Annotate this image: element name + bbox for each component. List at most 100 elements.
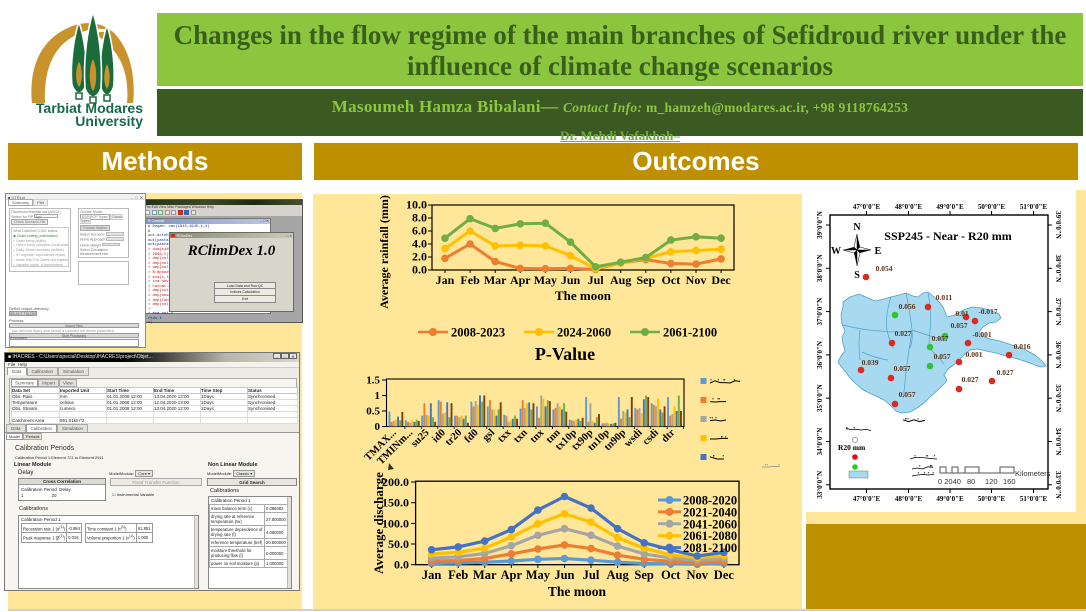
svg-text:34°0'0"N: 34°0'0"N [1054,428,1062,456]
svg-text:80: 80 [967,477,975,486]
svg-text:dtr: dtr [660,427,678,445]
svg-text:100.0: 100.0 [382,516,409,530]
svg-text:4.0: 4.0 [412,237,427,251]
svg-text:Mar: Mar [473,568,497,582]
svg-text:50°0'0"E: 50°0'0"E [978,495,1006,503]
svg-text:csdi: csdi [641,427,661,447]
svg-text:33°0'0"N: 33°0'0"N [816,471,824,499]
svg-text:Jul: Jul [583,568,600,582]
svg-text:Average discharge: Average discharge [371,472,386,574]
svg-text:E: E [875,246,882,257]
svg-text:0.027: 0.027 [997,368,1014,377]
svg-text:2041-2060: 2041-2060 [683,517,737,531]
svg-text:Jun: Jun [561,273,581,287]
svg-text:49°0'0"E: 49°0'0"E [936,495,964,503]
svg-text:fd0: fd0 [463,427,481,445]
svg-text:0.039: 0.039 [862,358,879,367]
svg-text:Mar: Mar [484,273,507,287]
svg-text:50°0'0"E: 50°0'0"E [978,203,1006,211]
svg-text:0.027: 0.027 [962,375,979,384]
svg-text:0.057: 0.057 [934,352,951,361]
svg-text:2008-2020: 2008-2020 [683,494,737,508]
svg-text:0.016: 0.016 [1014,342,1031,351]
svg-text:May: May [526,568,551,582]
svg-text:0.027: 0.027 [895,329,912,338]
svg-text:Dec: Dec [711,273,731,287]
svg-text:-0.017: -0.017 [978,307,998,316]
svg-text:200.0: 200.0 [382,475,409,489]
svg-text:R20 mm: R20 mm [838,443,866,452]
svg-text:0.0: 0.0 [412,263,427,277]
svg-text:0.001: 0.001 [966,350,983,359]
svg-text:0.057: 0.057 [899,390,916,399]
svg-text:37°0'0"N: 37°0'0"N [1054,298,1062,326]
svg-text:Average rainfall (mm): Average rainfall (mm) [377,195,391,309]
svg-text:N: N [853,222,861,233]
svg-text:35°0'0"N: 35°0'0"N [816,384,824,412]
svg-text:txn: txn [512,427,530,445]
svg-text:0.0: 0.0 [394,558,409,572]
svg-text:39°0'0"N: 39°0'0"N [1054,211,1062,239]
svg-text:txx: txx [496,427,514,445]
svg-text:0: 0 [375,421,381,433]
svg-text:51°0'0"E: 51°0'0"E [1020,495,1048,503]
svg-text:39°0'0"N: 39°0'0"N [816,211,824,239]
svg-text:10.0: 10.0 [406,198,427,212]
svg-text:37°0'0"N: 37°0'0"N [816,298,824,326]
svg-text:Feb: Feb [448,568,468,582]
svg-text:gsl: gsl [481,427,498,444]
svg-text:2061-2100: 2061-2100 [663,326,717,340]
svg-text:Tarbiat Modares: Tarbiat Modares [36,100,143,116]
svg-text:1: 1 [375,390,381,402]
svg-text:Apr: Apr [501,568,523,582]
svg-text:The moon: The moon [555,288,612,303]
svg-text:49°0'0"E: 49°0'0"E [936,203,964,211]
svg-text:Nov: Nov [686,273,707,287]
svg-text:Aug: Aug [606,568,629,582]
svg-text:47°0'0"E: 47°0'0"E [853,495,881,503]
svg-text:May: May [534,273,557,287]
svg-text:0.054: 0.054 [876,264,893,273]
svg-text:38°0'0"N: 38°0'0"N [816,254,824,282]
svg-text:2.0: 2.0 [412,250,427,264]
svg-text:Jul: Jul [588,273,605,287]
svg-text:Jan: Jan [436,273,455,287]
svg-text:Sep: Sep [636,273,655,287]
svg-text:0.01: 0.01 [955,309,968,318]
svg-text:0.011: 0.011 [936,293,953,302]
svg-text:2081-2100: 2081-2100 [683,541,737,555]
svg-text:2061-2080: 2061-2080 [683,529,737,543]
svg-text:0 2040: 0 2040 [938,477,961,486]
svg-text:Aug: Aug [610,273,631,287]
svg-text:48°0'0"E: 48°0'0"E [895,495,923,503]
svg-text:2024-2060: 2024-2060 [557,326,611,340]
svg-text:120: 120 [985,477,998,486]
svg-text:36°0'0"N: 36°0'0"N [816,341,824,369]
svg-text:50.0: 50.0 [388,537,409,551]
svg-text:0.057: 0.057 [932,334,949,343]
svg-text:6.0: 6.0 [412,224,427,238]
svg-text:-0.001: -0.001 [972,330,992,339]
svg-text:tnx: tnx [528,427,547,446]
svg-text:35°0'0"N: 35°0'0"N [1054,384,1062,412]
svg-text:0.5: 0.5 [366,406,380,418]
svg-text:Jan: Jan [422,568,442,582]
svg-text:38°0'0"N: 38°0'0"N [1054,254,1062,282]
svg-text:51°0'0"E: 51°0'0"E [1020,203,1048,211]
svg-text:0.056: 0.056 [899,302,916,311]
svg-text:1.5: 1.5 [366,375,380,387]
svg-text:su25: su25 [409,427,431,449]
svg-text:0.057: 0.057 [894,364,911,373]
svg-text:47°0'0"E: 47°0'0"E [853,203,881,211]
svg-text:34°0'0"N: 34°0'0"N [816,428,824,456]
svg-text:Dec: Dec [714,568,735,582]
svg-text:The moon: The moon [548,584,607,599]
svg-text:Oct: Oct [661,568,681,582]
svg-text:SSP245 - Near - R20 mm: SSP245 - Near - R20 mm [884,229,1011,243]
svg-text:Oct: Oct [662,273,681,287]
svg-text:2021-2040: 2021-2040 [683,505,737,519]
svg-text:Apr: Apr [510,273,531,287]
svg-text:Kilometers: Kilometers [1015,469,1051,478]
svg-text:Nov: Nov [687,568,709,582]
svg-text:Sep: Sep [634,568,654,582]
